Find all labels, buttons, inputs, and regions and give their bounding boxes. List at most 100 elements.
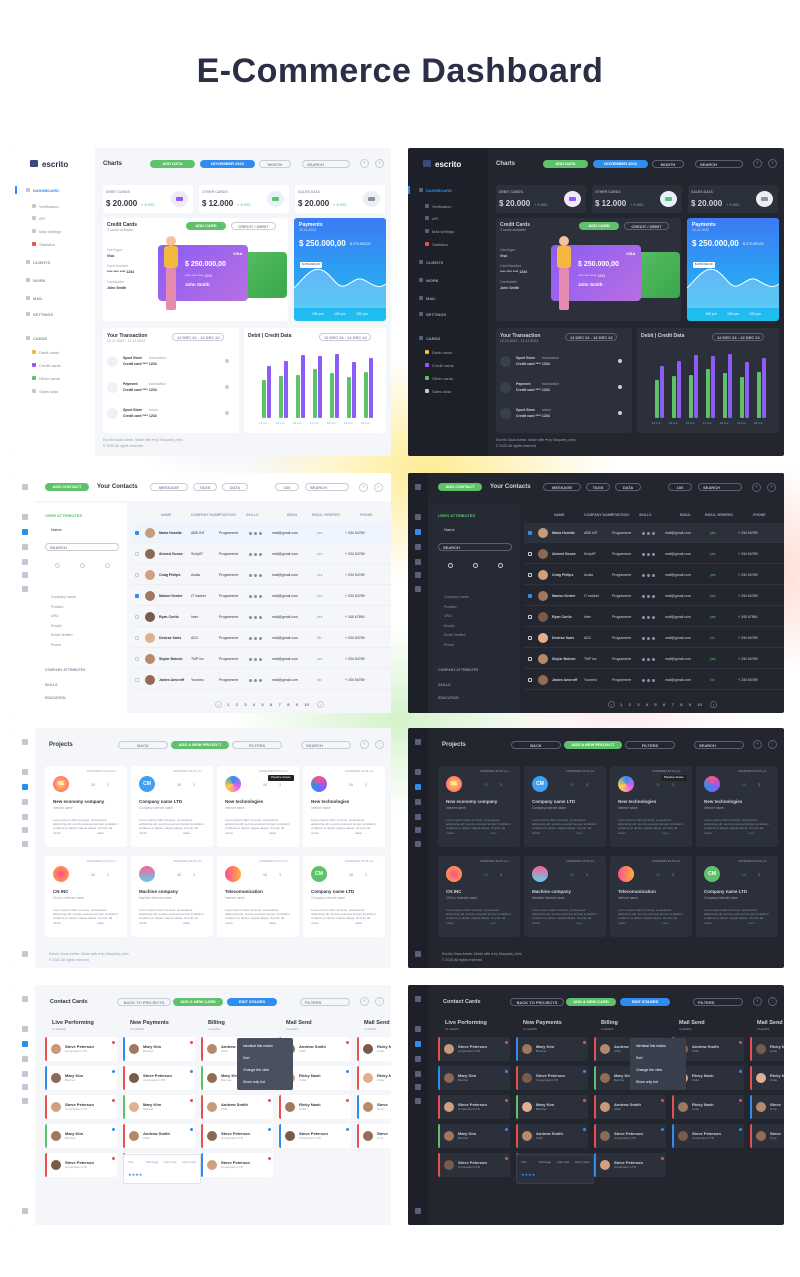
rail-icon[interactable] xyxy=(22,996,28,1002)
search-input[interactable]: SEARCH xyxy=(302,160,350,168)
count-select[interactable]: 100 xyxy=(275,483,299,491)
rail-icon[interactable] xyxy=(22,951,28,957)
rail-icon[interactable] xyxy=(415,1026,421,1032)
more-link[interactable]: more xyxy=(355,831,362,835)
page-number[interactable]: 6 xyxy=(270,702,273,707)
edit-icon[interactable] xyxy=(618,411,622,415)
add-contact-button[interactable]: ADD CONTACT xyxy=(438,483,482,491)
more-link[interactable]: more xyxy=(576,831,583,835)
prev-button[interactable]: ‹ xyxy=(360,159,369,168)
project-card[interactable]: 12/09/2023 10:15 pm 10 3 Machine company Mac… xyxy=(524,856,606,937)
month-range-select[interactable]: NOVEMBER 2022 xyxy=(200,160,255,168)
next-button[interactable]: › xyxy=(374,483,383,492)
rail-icon[interactable] xyxy=(415,1084,421,1090)
table-row[interactable]: James Amcroff Yourneo Programmer mail@gmail… xyxy=(131,670,391,690)
table-row[interactable]: Marion Kenter IT market Programmer mail@gma… xyxy=(131,586,391,606)
count-select[interactable]: 100 xyxy=(668,483,692,491)
bar[interactable] xyxy=(660,365,664,418)
contact-card[interactable]: Andrew Smith CMA xyxy=(123,1124,195,1148)
rail-icon[interactable] xyxy=(22,799,28,805)
social-icon[interactable] xyxy=(647,595,650,598)
bar[interactable] xyxy=(728,353,732,418)
social-icon[interactable] xyxy=(652,658,655,661)
prev-button[interactable]: ‹ xyxy=(360,997,369,1006)
action-item-1[interactable]: Message xyxy=(539,1160,552,1164)
row-checkbox[interactable] xyxy=(135,636,139,640)
table-row[interactable]: Desirae Saris ADC Programmer mail@gmail.com… xyxy=(131,628,391,648)
social-icon[interactable] xyxy=(652,679,655,682)
row-checkbox[interactable] xyxy=(135,573,139,577)
attribute-filter-1[interactable]: Position xyxy=(444,604,457,609)
radio-option[interactable] xyxy=(498,563,503,568)
bar[interactable] xyxy=(364,371,368,418)
more-link[interactable]: more xyxy=(183,921,190,925)
action-item-0[interactable]: Title xyxy=(128,1160,134,1164)
edit-stages-button[interactable]: EDIT STAGES xyxy=(227,998,277,1006)
sidebar-item-credit-cards[interactable]: Credit cards xyxy=(39,363,61,368)
add-card-button[interactable]: ADD A NEW CARD xyxy=(566,998,616,1006)
rail-icon[interactable] xyxy=(415,996,421,1002)
table-row[interactable]: Maria Horwitz ABD INT Programmer mail@gmail… xyxy=(131,523,391,543)
back-to-projects-button[interactable]: BACK TO PROJECTS xyxy=(117,998,171,1006)
page-number[interactable]: 1 xyxy=(227,702,230,707)
sidebar-item-verification[interactable]: Verification xyxy=(39,204,59,209)
month-range-select[interactable]: NOVEMBER 2022 xyxy=(593,160,648,168)
more-link[interactable]: more xyxy=(269,921,276,925)
row-checkbox[interactable] xyxy=(135,678,139,682)
page-number[interactable]: 8 xyxy=(680,702,683,707)
rail-icon[interactable] xyxy=(22,586,28,592)
contact-card[interactable]: Mary Kim Bomber xyxy=(516,1095,588,1119)
more-link[interactable]: more xyxy=(490,831,497,835)
menu-item-1[interactable]: Sort xyxy=(243,1056,250,1060)
add-card-button[interactable]: ADD A NEW CARD xyxy=(173,998,223,1006)
social-icon[interactable] xyxy=(652,637,655,640)
add-data-button[interactable]: ADD DATA xyxy=(543,160,588,168)
sidebar-item-api[interactable]: API xyxy=(39,216,46,221)
social-icon[interactable] xyxy=(647,553,650,556)
credit-debit-select[interactable]: CREDIT / DEBIT xyxy=(624,222,669,230)
social-icon[interactable] xyxy=(249,616,252,619)
rail-icon[interactable] xyxy=(22,559,28,565)
action-item-3[interactable]: Add a task xyxy=(182,1160,197,1164)
message-button[interactable]: MESSAGE xyxy=(150,483,188,491)
bar[interactable] xyxy=(347,377,351,418)
project-card[interactable]: CM 12/09/2023 10:15 pm 10 3 Company name LTD… xyxy=(696,856,778,937)
social-icon[interactable] xyxy=(652,553,655,556)
sidebar-item-statistics[interactable]: Statistics xyxy=(39,242,56,247)
rail-icon[interactable] xyxy=(415,544,421,550)
social-icon[interactable] xyxy=(254,553,257,556)
page-number[interactable]: 6 xyxy=(663,702,666,707)
social-icon[interactable] xyxy=(259,658,262,661)
transactions-range-select[interactable]: 12 DEC 22 - 12 DEC 22 xyxy=(172,333,224,341)
page-number[interactable]: 3 xyxy=(244,702,247,707)
attribute-filter-5[interactable]: Phone xyxy=(444,642,455,647)
attribute-filter-0[interactable]: Company name xyxy=(51,595,76,599)
rail-icon[interactable] xyxy=(415,1071,421,1077)
menu-item-2[interactable]: Change the view xyxy=(636,1068,663,1072)
rail-icon[interactable] xyxy=(22,1208,28,1214)
sidebar-item-settings[interactable]: SETTINGS xyxy=(426,312,447,317)
project-card[interactable]: CM 12/09/2023 10:15 pm 10 3 Company name LTD… xyxy=(303,856,385,937)
menu-item-1[interactable]: Sort xyxy=(636,1056,643,1060)
attribute-filter-4[interactable]: Email Verified xyxy=(444,633,466,637)
menu-item-0[interactable]: Identical link marks xyxy=(243,1044,273,1048)
action-item-0[interactable]: Title xyxy=(521,1160,527,1164)
add-card-button[interactable]: ADD CARD xyxy=(186,222,226,230)
rail-icon[interactable] xyxy=(22,827,28,833)
contact-card[interactable]: Andrew Smith CMA xyxy=(594,1095,666,1119)
table-row[interactable]: Skylar Botosh TMP inc Programmer mail@gmail… xyxy=(524,649,784,669)
bar[interactable] xyxy=(330,373,334,418)
table-row[interactable]: Desirae Saris ADC Programmer mail@gmail.com… xyxy=(524,628,784,648)
table-row[interactable]: James Amcroff Yourneo Programmer mail@gmail… xyxy=(524,670,784,690)
sidebar-item-mail[interactable]: MAIL xyxy=(426,296,436,301)
contact-card[interactable]: Mary Kim Bomber xyxy=(516,1037,588,1061)
row-checkbox[interactable] xyxy=(528,657,532,661)
page-number[interactable]: 7 xyxy=(278,702,281,707)
sidebar-item-credit-cards[interactable]: Credit cards xyxy=(432,363,454,368)
social-icon[interactable] xyxy=(647,574,650,577)
